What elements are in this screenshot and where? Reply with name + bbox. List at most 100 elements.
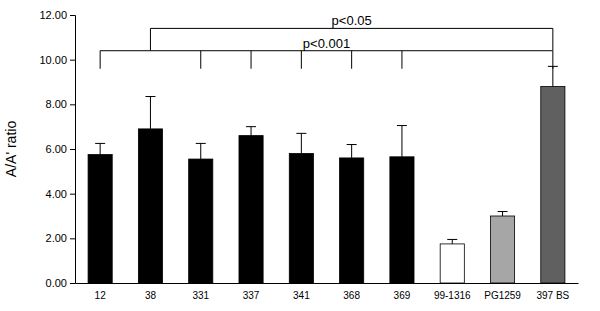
y-tick-mark [70, 15, 75, 16]
error-cap [95, 143, 105, 144]
bar [239, 136, 263, 283]
error-cap [145, 96, 155, 97]
error-cap [246, 126, 256, 127]
x-axis-line [76, 283, 579, 284]
x-tick-label: 38 [145, 290, 157, 301]
x-tick-label: 369 [394, 290, 411, 301]
y-tick: 2.00 [46, 232, 75, 244]
error-bar [447, 239, 457, 243]
error-bar [95, 143, 105, 154]
y-tick-label: 2.00 [46, 232, 67, 244]
x-tick: 368 [343, 290, 360, 301]
error-cap [498, 211, 508, 212]
y-tick: 6.00 [46, 143, 75, 155]
x-tick: 337 [243, 290, 260, 301]
x-tick: 331 [192, 290, 209, 301]
bar [289, 153, 313, 283]
chart: 0.00 2.00 4.00 6.00 8.00 10.00 12.00 12 38 331 337… [0, 0, 600, 311]
y-axis-line [70, 16, 76, 284]
error-cap [447, 239, 457, 240]
y-tick-mark [70, 283, 75, 284]
x-tick: 38 [145, 290, 157, 301]
y-tick-label: 12.00 [39, 9, 67, 21]
bar [541, 86, 565, 283]
y-tick-mark [70, 149, 75, 150]
significance-bracket [100, 51, 553, 69]
x-tick-label: 337 [243, 290, 260, 301]
error-bar [145, 97, 155, 129]
y-tick: 4.00 [46, 188, 75, 200]
x-tick: PG1259 [484, 290, 521, 301]
bracket-drop [351, 51, 352, 69]
x-tick: 397 BS [536, 290, 569, 301]
x-tick-label: 12 [95, 290, 107, 301]
x-tick-label: 341 [293, 290, 310, 301]
bar [390, 157, 414, 283]
error-bar [246, 127, 256, 136]
error-stem [150, 97, 151, 129]
significance-bracket [150, 28, 552, 50]
error-stem [452, 239, 453, 243]
bars [88, 66, 565, 283]
y-tick-label: 4.00 [46, 188, 67, 200]
significance-label: p<0.05 [332, 13, 372, 28]
bar [490, 216, 514, 283]
x-tick-label: 368 [343, 290, 360, 301]
x-tick-label: 99-1316 [434, 290, 471, 301]
error-stem [502, 212, 503, 216]
bracket-drop [251, 51, 252, 69]
bracket-drop [200, 51, 201, 69]
error-stem [100, 143, 101, 154]
error-cap [347, 144, 357, 145]
bracket-drop [552, 28, 553, 50]
plot: 0.00 2.00 4.00 6.00 8.00 10.00 12.00 12 38 331 337… [39, 9, 578, 301]
significance-label: p<0.001 [303, 36, 350, 51]
error-stem [552, 66, 553, 86]
x-axis: 12 38 331 337 341 368 369 99-1316 PG1259 397 BS [76, 284, 579, 302]
error-stem [401, 126, 402, 157]
x-tick: 99-1316 [434, 290, 471, 301]
bar [340, 158, 364, 283]
y-tick-mark [70, 104, 75, 105]
error-cap [296, 133, 306, 134]
x-tick-label: 331 [192, 290, 209, 301]
y-tick: 10.00 [39, 54, 75, 66]
bracket-drop [401, 51, 402, 69]
error-bar [397, 126, 407, 157]
error-stem [351, 145, 352, 158]
bracket-drop [301, 51, 302, 69]
bracket-drop [100, 51, 101, 69]
y-axis: 0.00 2.00 4.00 6.00 8.00 10.00 12.00 [39, 9, 75, 289]
y-axis-title: A/A' ratio [3, 121, 19, 178]
x-tick: 341 [293, 290, 310, 301]
bracket-drop [150, 28, 151, 50]
y-tick-label: 0.00 [46, 277, 67, 289]
x-tick: 369 [394, 290, 411, 301]
error-cap [397, 125, 407, 126]
error-bar [347, 145, 357, 158]
bracket-drop [552, 51, 553, 69]
y-tick-label: 10.00 [39, 54, 67, 66]
y-tick-mark [70, 194, 75, 195]
x-tick: 12 [95, 290, 107, 301]
bar [88, 155, 112, 283]
error-bar [498, 212, 508, 216]
error-cap [196, 143, 206, 144]
y-tick: 12.00 [39, 9, 75, 21]
y-tick-mark [70, 238, 75, 239]
x-tick-label: PG1259 [484, 290, 521, 301]
error-stem [200, 143, 201, 159]
error-stem [301, 133, 302, 153]
bar [440, 244, 464, 283]
error-stem [251, 127, 252, 136]
bar [189, 159, 213, 283]
error-bar [296, 133, 306, 153]
y-tick-label: 6.00 [46, 143, 67, 155]
bar [138, 129, 162, 283]
x-tick-label: 397 BS [536, 290, 569, 301]
y-tick-label: 8.00 [46, 98, 67, 110]
y-tick: 8.00 [46, 98, 75, 110]
y-tick-mark [70, 60, 75, 61]
y-tick: 0.00 [46, 277, 75, 289]
error-bar [548, 66, 558, 86]
